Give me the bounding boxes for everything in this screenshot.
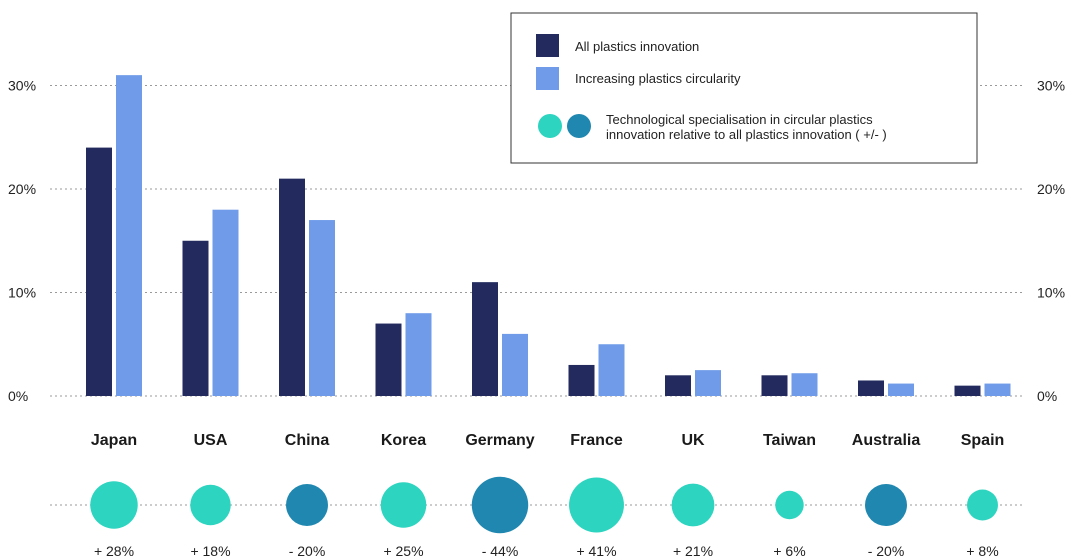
category-label-taiwan: Taiwan (763, 432, 816, 449)
legend-label-specialisation-line-1: Technological specialisation in circular… (606, 112, 873, 127)
y-tick-label: 30% (1037, 78, 1065, 94)
bar-japan-series-1 (86, 147, 112, 396)
bar-korea-series-1 (375, 323, 402, 396)
specialisation-bubble-spain (967, 489, 998, 521)
bar-usa-series-1 (182, 240, 209, 396)
legend-label-specialisation-line-2: innovation relative to all plastics inno… (606, 127, 887, 142)
specialisation-label-france: + 41% (576, 543, 616, 558)
bar-germany-series-2 (502, 333, 528, 396)
y-axis-right: 0% 10% 20% 30% (1037, 78, 1065, 405)
specialisation-bubble-germany (471, 476, 529, 534)
bar-france-series-1 (568, 364, 595, 396)
specialisation-label-usa: + 18% (190, 543, 230, 558)
bar-germany-series-1 (472, 282, 498, 396)
category-label-uk: UK (681, 432, 705, 449)
bar-spain-series-1 (954, 385, 981, 396)
y-tick-label: 20% (8, 181, 36, 197)
bar-australia-series-1 (858, 380, 884, 396)
specialisation-bubble-china (286, 484, 328, 526)
bar-spain-series-2 (984, 383, 1011, 396)
category-labels: Japan USA China Korea Germany France UK Taiwan A… (91, 432, 1004, 449)
y-tick-label: 10% (1037, 285, 1065, 301)
y-tick-label: 0% (8, 388, 28, 404)
bar-korea-series-2 (405, 313, 432, 396)
bar-taiwan-series-2 (791, 373, 818, 396)
specialisation-label-japan: + 28% (94, 543, 134, 558)
legend-swatch-all-plastics (536, 34, 559, 57)
legend: All plastics innovation Increasing plast… (510, 12, 978, 164)
legend-dot-negative (567, 114, 591, 138)
category-label-spain: Spain (961, 432, 1005, 449)
y-tick-label: 20% (1037, 181, 1065, 197)
legend-label-all-plastics: All plastics innovation (575, 39, 699, 54)
legend-label-circularity: Increasing plastics circularity (575, 71, 741, 86)
bar-japan-series-2 (116, 75, 142, 397)
category-label-china: China (285, 432, 330, 449)
specialisation-bubble-taiwan (775, 490, 804, 520)
specialisation-label-australia: - 20% (868, 543, 905, 558)
legend-box (510, 12, 978, 164)
specialisation-bubble-korea (380, 482, 427, 528)
specialisation-bubble-uk (671, 483, 715, 527)
bar-china-series-2 (309, 220, 335, 396)
bar-taiwan-series-1 (761, 375, 788, 396)
category-label-korea: Korea (381, 432, 426, 449)
specialisation-label-china: - 20% (289, 543, 326, 558)
specialisation-row: + 28% + 18% - 20% + 25% - 44% + 41% + 21% + 6% -… (50, 476, 1025, 558)
bar-uk-series-2 (695, 370, 721, 396)
bars (86, 75, 1011, 397)
legend-label-specialisation: Technological specialisation in circular… (606, 112, 887, 142)
specialisation-label-taiwan: + 6% (773, 543, 805, 558)
specialisation-bubble-australia (865, 484, 907, 526)
specialisation-label-korea: + 25% (383, 543, 423, 558)
bar-usa-series-2 (212, 209, 239, 396)
bar-uk-series-1 (665, 375, 691, 396)
category-label-germany: Germany (465, 432, 534, 449)
legend-swatch-circularity (536, 67, 559, 90)
category-label-france: France (570, 432, 623, 449)
y-axis-left: 0% 10% 20% 30% (8, 78, 36, 405)
category-label-australia: Australia (852, 432, 921, 449)
bar-france-series-2 (598, 344, 625, 396)
bar-australia-series-2 (888, 383, 914, 396)
category-label-japan: Japan (91, 432, 137, 449)
y-tick-label: 10% (8, 285, 36, 301)
specialisation-bubble-usa (190, 484, 231, 526)
specialisation-label-spain: + 8% (966, 543, 998, 558)
specialisation-bubble-japan (90, 481, 138, 529)
specialisation-bubble-france (569, 477, 624, 533)
specialisation-label-germany: - 44% (482, 543, 519, 558)
specialisation-label-uk: + 21% (673, 543, 713, 558)
y-tick-label: 0% (1037, 388, 1057, 404)
bar-china-series-1 (279, 178, 305, 396)
y-tick-label: 30% (8, 78, 36, 94)
legend-dot-positive (538, 114, 562, 138)
category-label-usa: USA (194, 432, 228, 449)
